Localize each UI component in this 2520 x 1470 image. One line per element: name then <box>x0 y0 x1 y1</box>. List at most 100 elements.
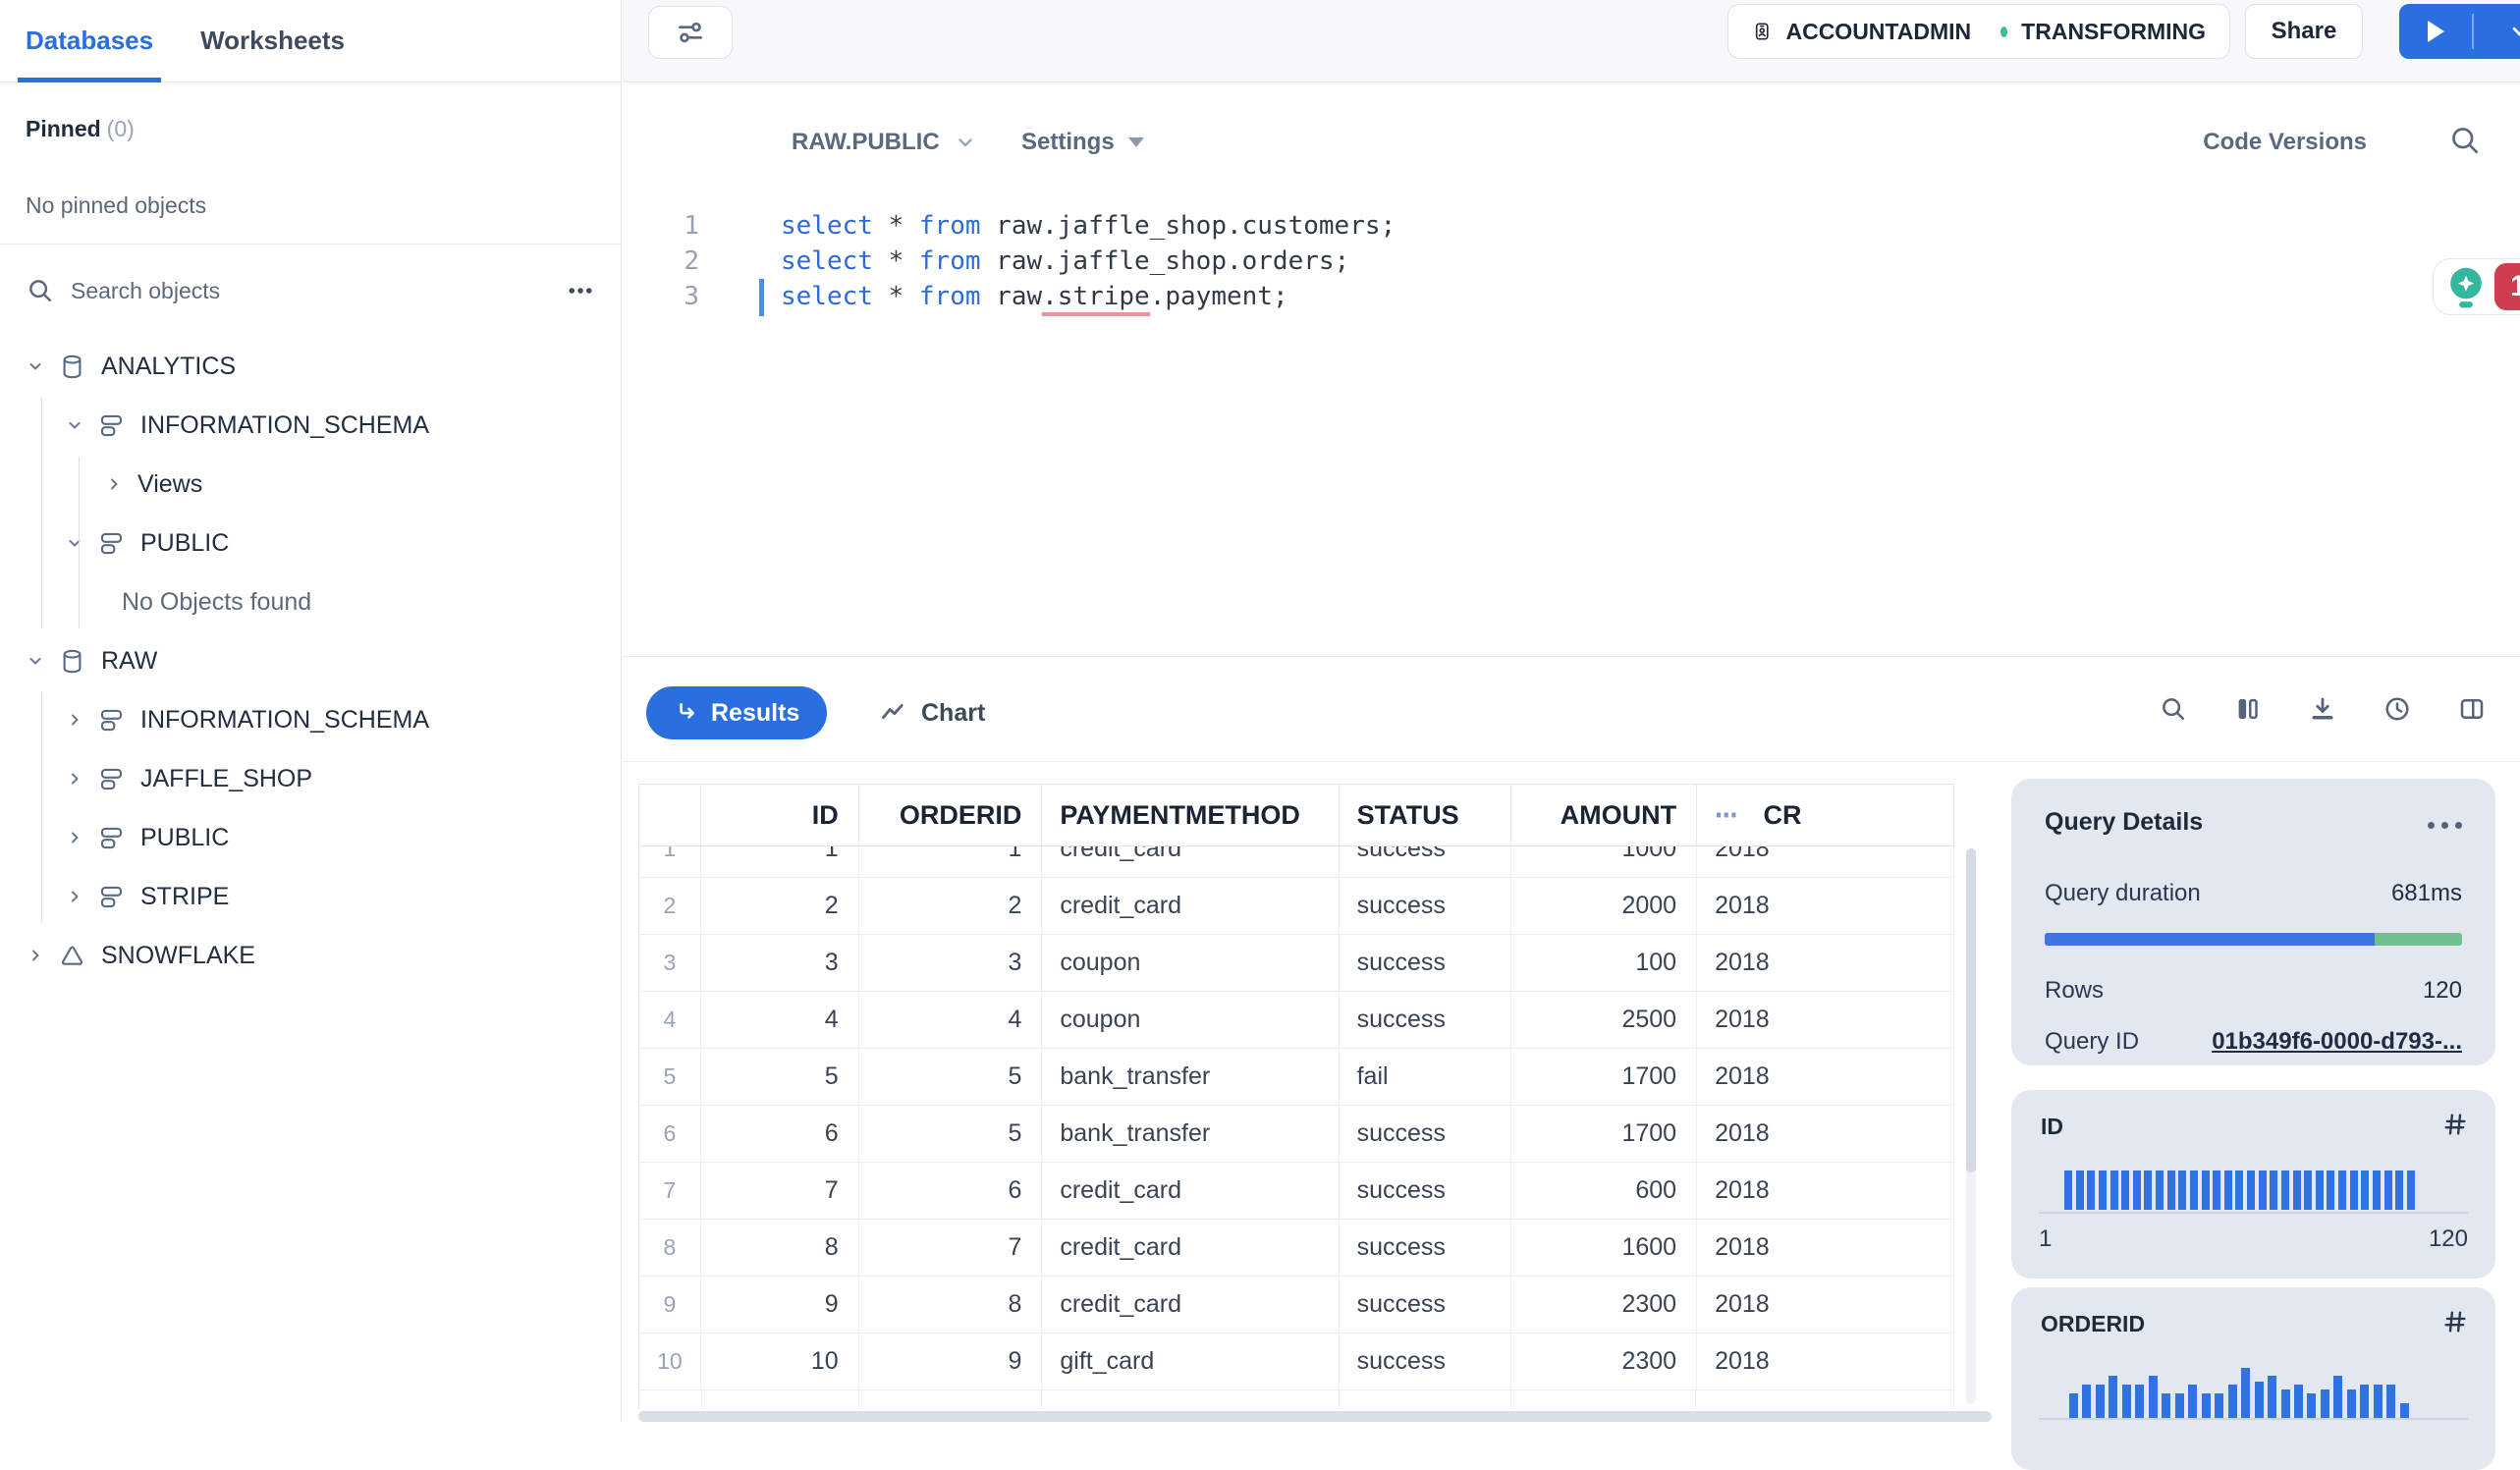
column-header-paymentmethod[interactable]: PAYMENTMETHOD <box>1042 785 1339 845</box>
tree-item-public[interactable]: PUBLIC <box>0 514 621 572</box>
tab-worksheets[interactable]: Worksheets <box>200 0 345 82</box>
histogram-bar <box>2235 1171 2243 1210</box>
columns-icon[interactable] <box>2233 694 2263 724</box>
triangle-down-icon <box>1128 137 1144 147</box>
table-cell: credit_card <box>1042 1163 1339 1219</box>
chevron-down-icon[interactable] <box>65 415 84 435</box>
tree-item-jaffle-shop[interactable]: JAFFLE_SHOP <box>0 749 621 808</box>
tab-results[interactable]: Results <box>646 686 827 739</box>
tree-item-analytics[interactable]: ANALYTICS <box>0 337 621 396</box>
tab-databases[interactable]: Databases <box>26 0 153 82</box>
column-header-status[interactable]: STATUS <box>1340 785 1511 845</box>
table-cell: 8 <box>859 1277 1043 1333</box>
column-stats-card-id[interactable]: ID 1 120 <box>2011 1090 2495 1279</box>
tree-item-information-schema[interactable]: INFORMATION_SCHEMA <box>0 690 621 749</box>
column-header-orderid[interactable]: ORDERID <box>859 785 1043 845</box>
table-cell: coupon <box>1042 992 1339 1048</box>
tree-item-label: ANALYTICS <box>101 353 236 381</box>
histogram-baseline <box>2039 1212 2468 1214</box>
tree-indent-guide <box>79 457 80 628</box>
chevron-down-icon[interactable] <box>26 651 45 671</box>
copilot-suggestion-widget[interactable]: 1 <box>2433 258 2520 315</box>
table-cell: 2018 <box>1697 1106 1954 1162</box>
chevron-right-icon[interactable] <box>65 710 84 730</box>
scrollbar-thumb[interactable] <box>1966 848 1976 1172</box>
histogram-bar <box>2400 1403 2409 1419</box>
tab-chart[interactable]: Chart <box>880 686 985 739</box>
chevron-down-icon <box>2507 19 2520 44</box>
tree-item-information-schema[interactable]: INFORMATION_SCHEMA <box>0 396 621 455</box>
query-id-link[interactable]: 01b349f6-0000-d793-... <box>2212 1028 2462 1056</box>
histogram-bar <box>2122 1385 2131 1419</box>
search-results-icon[interactable] <box>2159 694 2188 724</box>
history-icon[interactable] <box>2383 694 2412 724</box>
column-header-id[interactable]: ID <box>701 785 859 845</box>
table-cell: 2018 <box>1697 992 1954 1048</box>
code-versions-button[interactable]: Code Versions <box>2203 123 2367 162</box>
histogram-bar <box>2175 1393 2184 1419</box>
code-area[interactable]: 1 select * from raw.jaffle_shop.customers… <box>623 208 2520 314</box>
tree-item-raw[interactable]: RAW <box>0 631 621 690</box>
tree-item-public[interactable]: PUBLIC <box>0 808 621 867</box>
search-objects-input[interactable]: Search objects <box>0 267 621 314</box>
tree-item-snowflake[interactable]: SNOWFLAKE <box>0 926 621 985</box>
settings-dropdown[interactable]: Settings <box>1021 123 1144 162</box>
histogram-bar <box>2386 1385 2395 1419</box>
filters-button[interactable] <box>648 6 733 59</box>
histogram-bar <box>2294 1385 2303 1419</box>
run-options-button[interactable] <box>2474 4 2520 59</box>
histogram-bar <box>2281 1389 2290 1419</box>
chevron-right-icon[interactable] <box>65 887 84 906</box>
table-cell: bank_transfer <box>1042 1106 1339 1162</box>
share-button[interactable]: Share <box>2245 4 2363 59</box>
role-warehouse-selector[interactable]: ACCOUNTADMIN TRANSFORMING <box>1727 4 2230 59</box>
row-number: 10 <box>639 1334 701 1389</box>
table-cell: 3 <box>701 935 859 991</box>
database-context-dropdown[interactable]: RAW.PUBLIC <box>792 123 977 162</box>
chevron-right-icon[interactable] <box>65 769 84 789</box>
schema-icon <box>98 707 125 734</box>
chevron-right-icon[interactable] <box>26 946 45 965</box>
rows-label: Rows <box>2045 977 2104 1005</box>
search-icon <box>2447 123 2483 158</box>
vertical-scrollbar[interactable] <box>1966 848 1976 1404</box>
histogram-bar <box>2178 1171 2186 1210</box>
chevron-right-icon[interactable] <box>65 828 84 847</box>
column-stats-title: ORDERID <box>2041 1311 2145 1337</box>
horizontal-scrollbar[interactable] <box>638 1411 1992 1422</box>
query-details-menu-icon[interactable] <box>2428 816 2462 829</box>
table-cell: bank_transfer <box>1042 1049 1339 1105</box>
column-header-amount[interactable]: AMOUNT <box>1511 785 1697 845</box>
tree-item-views[interactable]: Views <box>0 455 621 514</box>
histogram-bar <box>2190 1171 2198 1210</box>
run-button[interactable] <box>2399 4 2472 59</box>
more-options-icon[interactable] <box>566 276 595 305</box>
tree-item-label: PUBLIC <box>140 824 229 852</box>
notification-badge[interactable]: 1 <box>2494 263 2520 310</box>
table-cell: 1700 <box>1511 1106 1697 1162</box>
chevron-right-icon[interactable] <box>104 474 124 494</box>
download-icon[interactable] <box>2308 694 2337 724</box>
split-panel-icon[interactable] <box>2457 694 2487 724</box>
column-stats-card-orderid[interactable]: ORDERID <box>2011 1287 2495 1470</box>
code-text: select * from raw.jaffle_shop.customers; <box>699 208 1396 244</box>
code-text: select * from raw.jaffle_shop.orders; <box>699 244 1349 279</box>
column-header-cr[interactable]: ⋯CR <box>1697 785 1954 845</box>
editor-search-button[interactable] <box>2447 123 2483 158</box>
chevron-down-icon[interactable] <box>26 356 45 376</box>
chevron-down-icon[interactable] <box>65 533 84 553</box>
hidden-columns-indicator[interactable]: ⋯ <box>1715 800 1739 831</box>
histogram-bar <box>2064 1171 2072 1210</box>
tree-item-stripe[interactable]: STRIPE <box>0 867 621 926</box>
